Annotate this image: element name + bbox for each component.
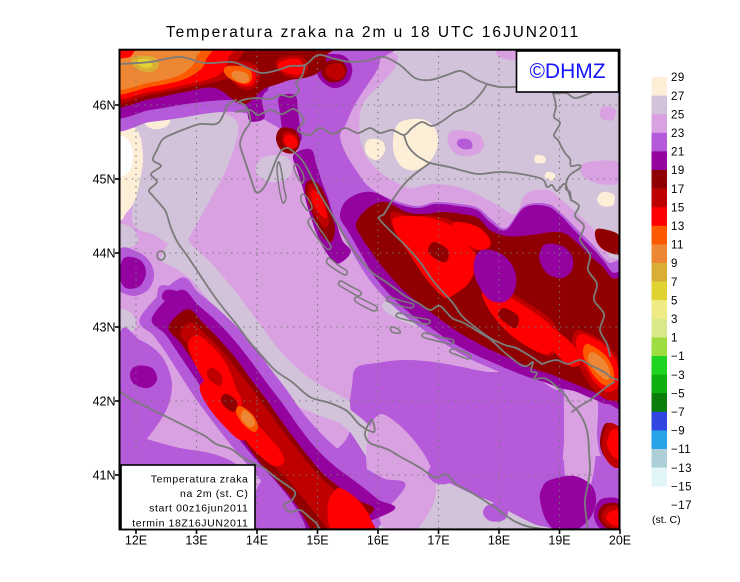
svg-text:start 00z16jun2011: start 00z16jun2011: [149, 503, 248, 515]
svg-text:©DHMZ: ©DHMZ: [529, 60, 605, 83]
svg-text:Temperatura zraka na 2m u 18 U: Temperatura zraka na 2m u 18 UTC 16JUN20…: [166, 24, 580, 41]
svg-text:na 2m (st. C): na 2m (st. C): [180, 488, 248, 500]
svg-text:16E: 16E: [367, 534, 389, 548]
svg-text:15: 15: [671, 202, 685, 214]
svg-text:11: 11: [671, 240, 684, 252]
svg-text:13E: 13E: [185, 534, 207, 548]
svg-text:−1: −1: [671, 351, 685, 363]
svg-text:27: 27: [671, 91, 685, 103]
svg-text:9: 9: [671, 258, 678, 270]
svg-text:17: 17: [671, 184, 685, 196]
svg-text:19E: 19E: [548, 534, 570, 548]
svg-text:7: 7: [671, 277, 678, 289]
svg-text:13: 13: [671, 221, 685, 233]
svg-text:20E: 20E: [609, 534, 631, 548]
svg-text:45N: 45N: [93, 173, 116, 187]
svg-text:18E: 18E: [488, 534, 510, 548]
svg-text:termin 18Z16JUN2011: termin 18Z16JUN2011: [132, 517, 248, 529]
svg-text:−5: −5: [671, 388, 685, 400]
svg-text:21: 21: [671, 147, 685, 159]
svg-text:44N: 44N: [93, 247, 116, 261]
svg-text:−11: −11: [671, 444, 691, 456]
svg-text:23: 23: [671, 128, 685, 140]
svg-text:46N: 46N: [93, 99, 116, 113]
svg-text:3: 3: [671, 314, 678, 326]
svg-text:−17: −17: [671, 500, 692, 512]
svg-text:14E: 14E: [246, 534, 268, 548]
svg-text:17E: 17E: [427, 534, 449, 548]
svg-text:25: 25: [671, 109, 685, 121]
svg-text:(st. C): (st. C): [652, 514, 681, 526]
svg-text:15E: 15E: [306, 534, 328, 548]
svg-text:5: 5: [671, 295, 678, 307]
svg-text:−15: −15: [671, 481, 692, 493]
svg-text:−7: −7: [671, 407, 685, 419]
svg-text:−13: −13: [671, 463, 692, 475]
svg-text:41N: 41N: [93, 469, 116, 483]
svg-text:12E: 12E: [125, 534, 147, 548]
svg-text:43N: 43N: [93, 321, 116, 335]
svg-text:19: 19: [671, 165, 685, 177]
svg-text:29: 29: [671, 72, 685, 84]
svg-text:Temperatura zraka: Temperatura zraka: [151, 474, 249, 486]
svg-text:42N: 42N: [93, 395, 116, 409]
svg-text:−3: −3: [671, 370, 685, 382]
svg-text:−9: −9: [671, 426, 685, 438]
svg-text:1: 1: [671, 333, 678, 345]
